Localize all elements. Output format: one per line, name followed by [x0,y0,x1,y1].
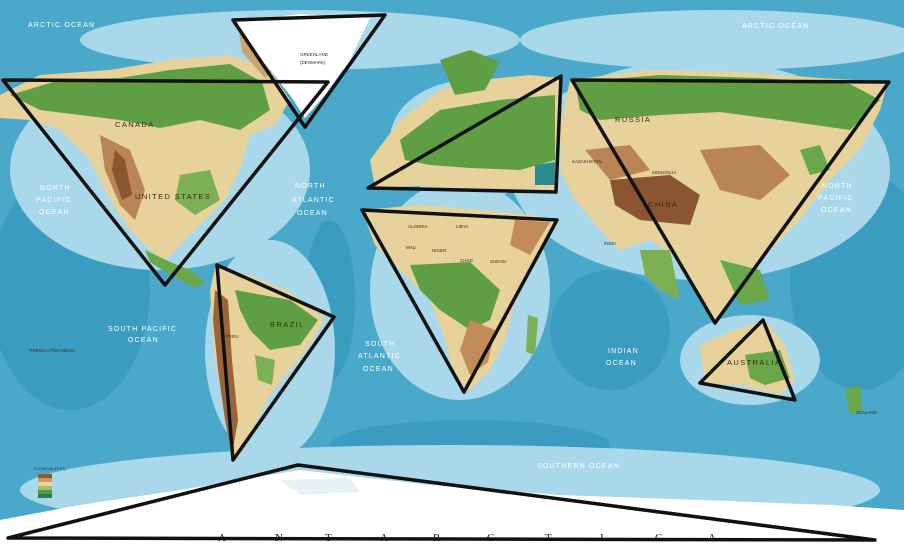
kazakhstan-label: KAZAKHSTAN [572,159,602,164]
canada-label: CANADA [115,120,155,129]
north-pacific-east-label-3: OCEAN [821,207,852,214]
south-atlantic-label-3: OCEAN [363,366,394,373]
greenland-triangle [231,13,387,129]
south-atlantic-label-2: ATLANTIC [358,353,401,360]
asia [560,70,888,320]
algeria-label: ALGERIA [408,224,428,229]
antarctica [0,470,904,546]
australia-triangle [698,318,797,402]
arctic-ocean-west-label: ARCTIC OCEAN [28,22,95,29]
mali-label: MALI [406,245,417,250]
africa-triangle [360,208,559,394]
greenland-sub-label: (DENMARK) [300,60,326,65]
southern-ocean-label: SOUTHERN OCEAN [537,463,620,470]
legend-title: ELEVATION (FEET) [34,467,65,471]
south-atlantic-label-1: SOUTH [365,341,396,348]
india-label: INDIA [604,241,616,246]
north-pacific-east-label-1: NORTH [822,183,853,190]
russia-label: RUSSIA [615,115,651,124]
australia-label: AUSTRALIA [727,358,781,367]
greenland-label: GREENLAND [300,52,329,57]
peru-label: PERU [226,334,239,339]
north-atlantic-label-2: ATLANTIC [292,197,335,204]
north-america-triangle [1,78,330,287]
arctic-ocean-east-label: ARCTIC OCEAN [742,23,809,30]
country-labels: CANADA UNITED STATES GREENLAND (DENMARK)… [30,52,878,415]
triangle-overlays [1,13,891,542]
united-states-label: UNITED STATES [135,192,211,201]
indian-ocean-label-1: INDIAN [608,348,639,355]
north-atlantic-label-1: NORTH [295,183,326,190]
north-pacific-east-label-2: PACIFIC [818,195,854,202]
south-america-triangle [215,263,336,462]
south-pacific-label-2: OCEAN [128,337,159,344]
chad-label: CHAD [460,258,474,263]
elevation-legend: ELEVATION (FEET) [34,467,65,498]
china-label: CHINA [648,200,678,209]
north-pacific-west-label-3: OCEAN [39,209,70,216]
europe-triangle [366,74,563,194]
north-pacific-west-label-2: PACIFIC [36,197,72,204]
north-pacific-west-label-1: NORTH [40,185,71,192]
mongolia-label: MONGOLIA [652,170,676,175]
south-pacific-label-1: SOUTH PACIFIC [108,326,177,333]
french-polynesia-label: FRENCH POLYNESIA [30,348,75,353]
ocean-labels: ARCTIC OCEAN ARCTIC OCEAN NORTH PACIFIC … [28,22,854,470]
libya-label: LIBYA [456,224,468,229]
indian-ocean-label-2: OCEAN [606,360,637,367]
brazil-label: BRAZIL [270,320,305,329]
niger-label: NIGER [432,248,447,253]
antarctica-triangle [6,463,877,542]
africa [362,205,555,390]
new-zealand-label: ZEALAND [856,410,878,415]
asia-triangle [570,78,891,325]
north-atlantic-label-3: OCEAN [297,210,328,217]
sudan-label: SUDAN [490,259,506,264]
